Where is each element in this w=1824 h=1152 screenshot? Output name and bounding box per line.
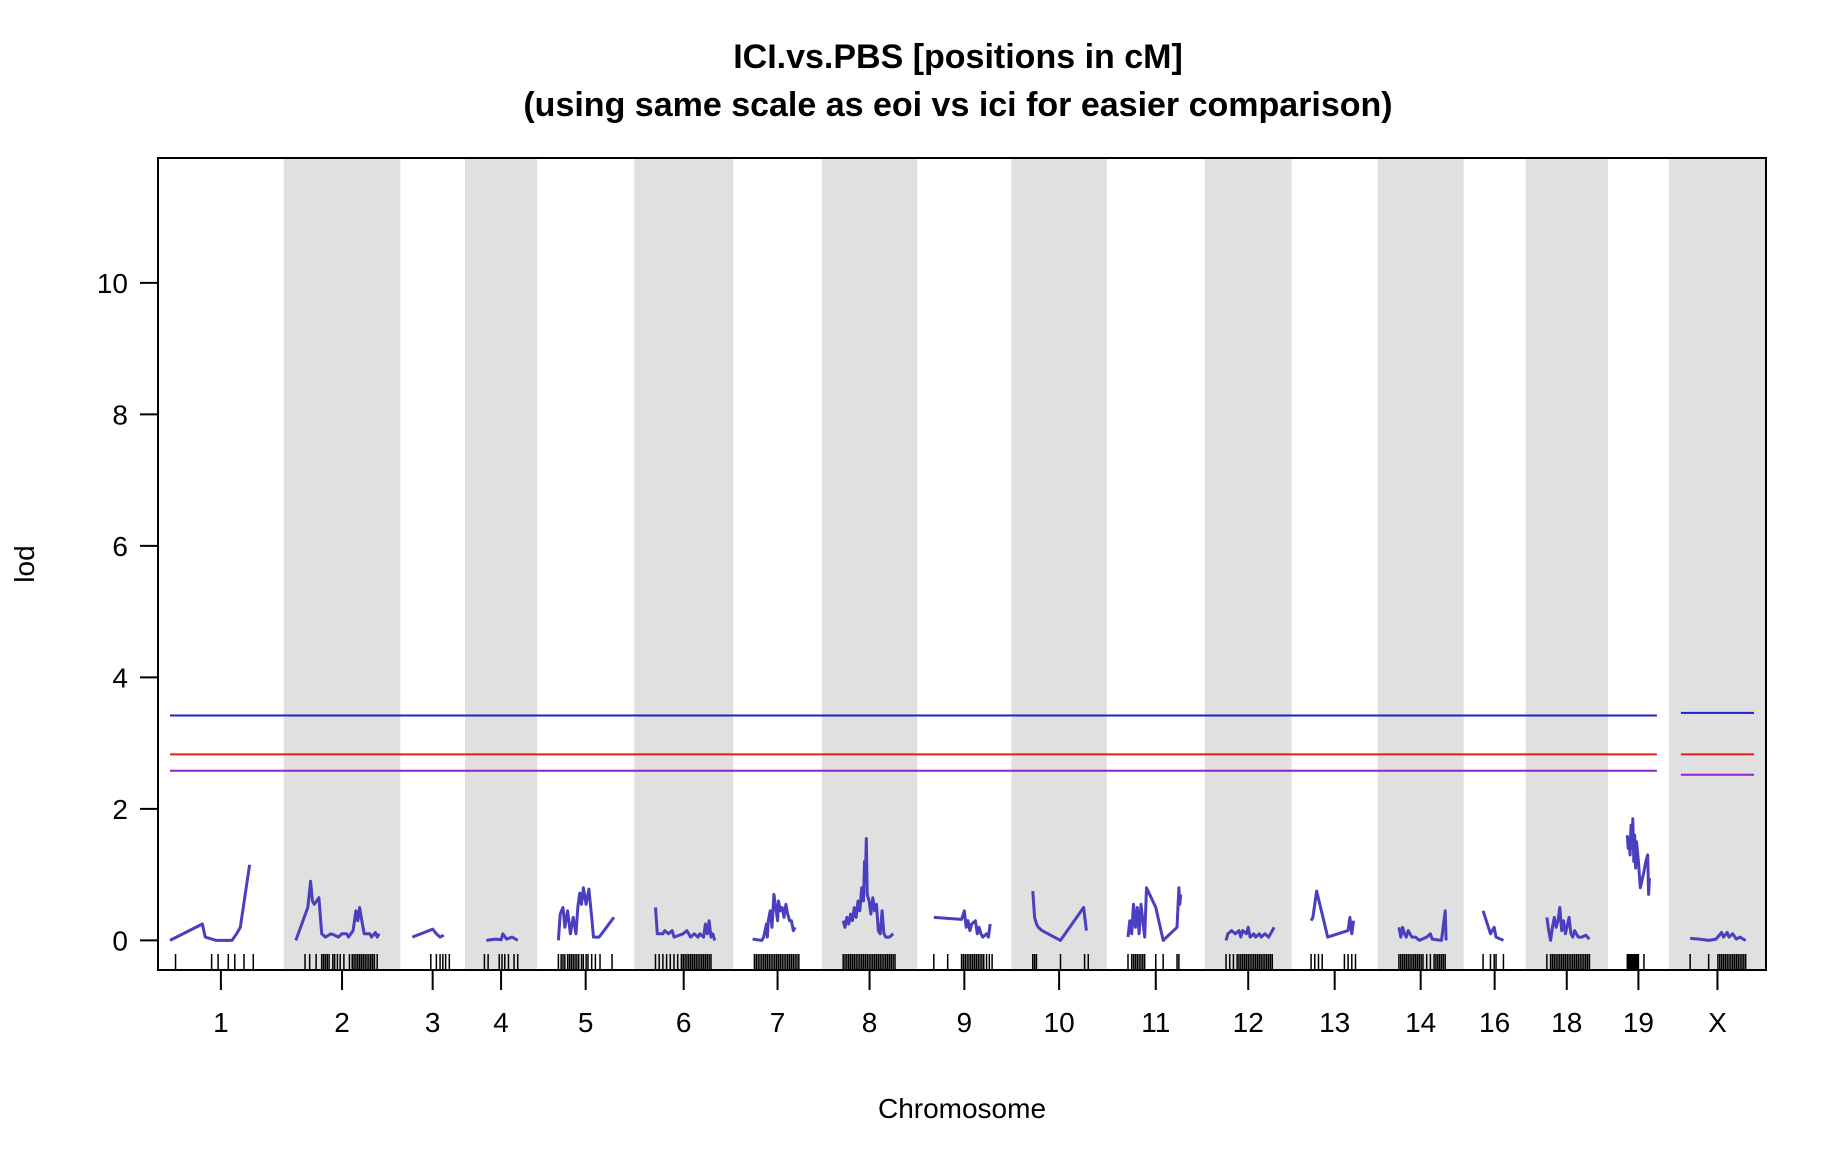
x-tick-label-2: 2 — [334, 1007, 350, 1038]
y-tick-label-6: 6 — [112, 531, 128, 562]
y-tick-label-0: 0 — [112, 925, 128, 956]
band-chr-8 — [821, 158, 918, 970]
x-tick-label-8: 8 — [862, 1007, 878, 1038]
lod-curve-chr-1 — [169, 864, 252, 942]
x-tick-label-12: 12 — [1233, 1007, 1264, 1038]
lod-curve-chr-4 — [486, 932, 519, 942]
lod-curve-chr-8 — [841, 837, 895, 939]
lod-curves — [169, 817, 1747, 942]
threshold-lines — [170, 711, 1754, 776]
lod-curve-chr-16 — [1481, 910, 1505, 942]
band-chr-2 — [283, 158, 401, 970]
x-tick-label-11: 11 — [1141, 1007, 1170, 1038]
lod-curve-chr-9 — [933, 909, 992, 939]
band-chr-X — [1668, 158, 1766, 970]
x-axis-title: Chromosome — [878, 1093, 1046, 1124]
band-chr-4 — [465, 158, 538, 970]
band-chr-10 — [1011, 158, 1107, 970]
x-tick-label-14: 14 — [1405, 1007, 1436, 1038]
lod-curve-chr-12 — [1224, 925, 1276, 941]
band-chr-14 — [1377, 158, 1464, 970]
x-tick-label-X: X — [1708, 1007, 1727, 1038]
y-tick-label-2: 2 — [112, 794, 128, 825]
x-tick-label-13: 13 — [1319, 1007, 1350, 1038]
lod-curve-chr-2 — [294, 879, 381, 941]
x-tick-label-5: 5 — [578, 1007, 594, 1038]
x-tick-label-7: 7 — [770, 1007, 786, 1038]
lod-curve-chr-19 — [1625, 817, 1651, 896]
lod-curve-chr-10 — [1031, 890, 1088, 942]
x-tick-label-9: 9 — [957, 1007, 973, 1038]
chart-title: ICI.vs.PBS [positions in cM] — [733, 38, 1183, 76]
x-tick-label-19: 19 — [1623, 1007, 1654, 1038]
plot-frame — [157, 157, 1767, 971]
x-tick-label-18: 18 — [1551, 1007, 1582, 1038]
x-tick-label-3: 3 — [425, 1007, 441, 1038]
marker-rug — [174, 954, 1747, 970]
band-chr-6 — [634, 158, 734, 970]
lod-curve-chr-14 — [1397, 909, 1448, 942]
x-tick-label-1: 1 — [213, 1007, 229, 1038]
lod-curve-chr-X — [1690, 931, 1747, 942]
y-axis-title: lod — [9, 545, 40, 582]
y-tick-label-8: 8 — [112, 399, 128, 430]
band-chr-18 — [1525, 158, 1608, 970]
lod-curve-chr-3 — [411, 927, 445, 939]
lod-curve-chr-5 — [556, 886, 616, 941]
y-axis: 0 2 4 6 8 10 — [97, 268, 158, 956]
lod-curve-chr-11 — [1126, 886, 1183, 942]
lod-curve-chr-7 — [752, 892, 797, 942]
chromosome-bands — [283, 158, 1766, 970]
x-tick-label-16: 16 — [1479, 1007, 1510, 1038]
x-axis: 1 2 3 4 5 6 7 8 9 10 11 12 13 14 16 18 19 X — [213, 970, 1727, 1038]
x-tick-label-4: 4 — [493, 1007, 509, 1038]
band-chr-12 — [1204, 158, 1292, 970]
lod-curve-chr-6 — [654, 907, 717, 941]
lod-curve-chr-13 — [1309, 889, 1356, 939]
chart-subtitle: (using same scale as eoi vs ici for easi… — [523, 86, 1392, 124]
x-tick-label-10: 10 — [1044, 1007, 1075, 1038]
x-tick-label-6: 6 — [676, 1007, 692, 1038]
y-tick-label-10: 10 — [97, 268, 128, 299]
lod-curve-chr-18 — [1545, 906, 1591, 942]
y-tick-label-4: 4 — [112, 662, 128, 693]
